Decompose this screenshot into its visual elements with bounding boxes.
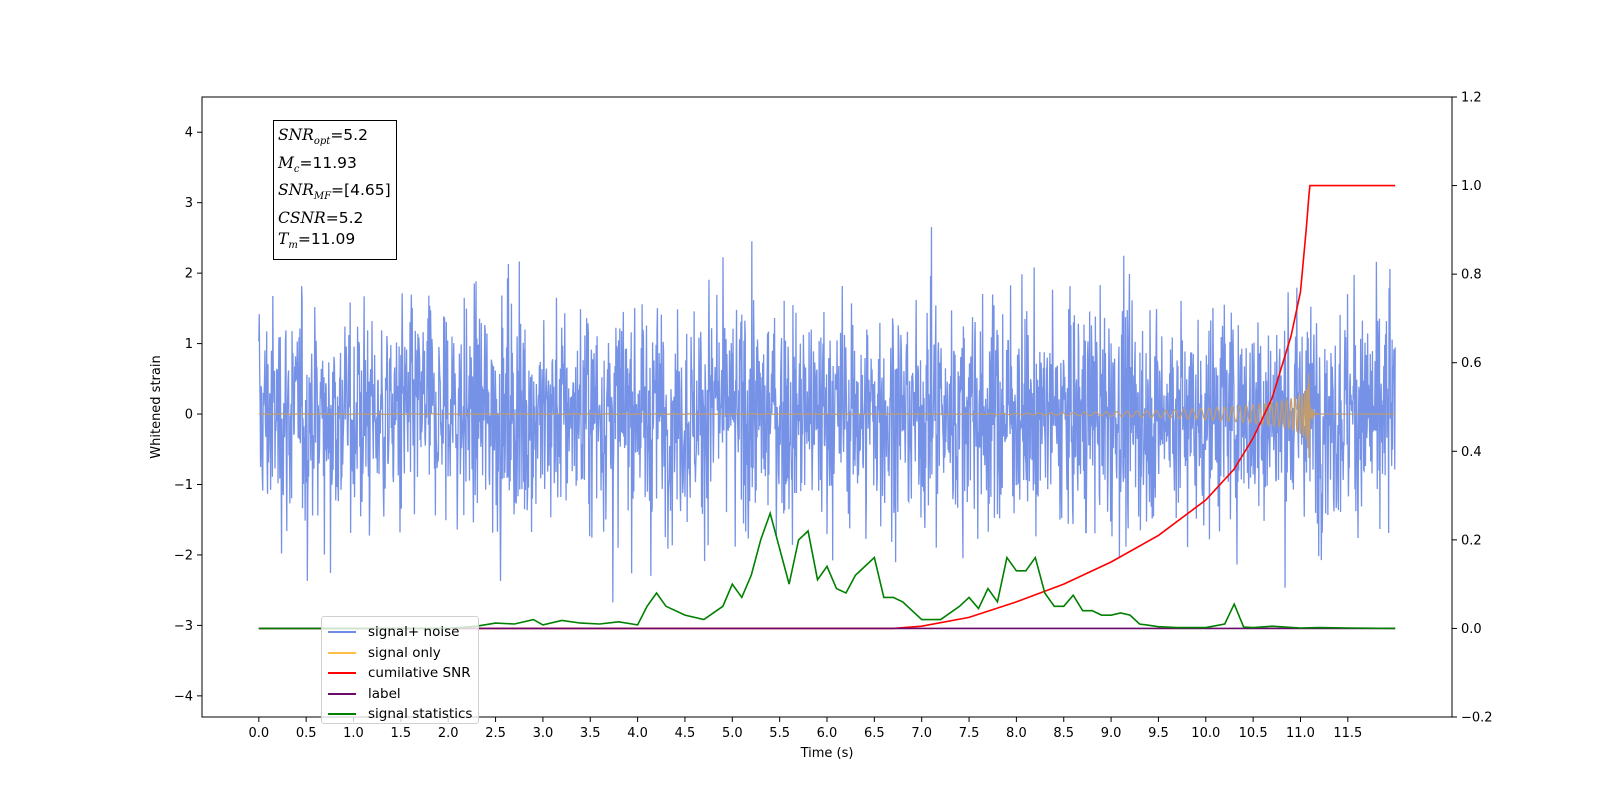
series-cumilative-snr-line <box>258 184 1396 630</box>
x-tick-label: 0.5 <box>296 726 317 741</box>
x-tick-label: 6.5 <box>864 726 885 741</box>
x-tick-label: 2.5 <box>485 726 506 741</box>
info-value: =11.09 <box>297 230 356 249</box>
x-tick-label: 5.0 <box>722 726 743 741</box>
x-tick-label: 7.5 <box>959 726 980 741</box>
series-signal-only-line <box>258 373 1396 459</box>
y-tick-label: −4 <box>174 689 193 704</box>
y2-tick-label: 0.0 <box>1461 622 1482 637</box>
legend-swatch <box>328 651 356 654</box>
info-subscript: MF <box>313 191 332 203</box>
x-tick-label: 1.0 <box>343 726 364 741</box>
x-tick-label: 6.0 <box>817 726 838 741</box>
y2-axis-ticks: −0.2 0.0 0.2 0.4 0.6 0.8 1.0 1.2 <box>1452 91 1493 726</box>
x-tick-label: 9.0 <box>1101 726 1122 741</box>
y2-tick-label: 0.8 <box>1461 268 1482 283</box>
x-tick-label: 0.0 <box>248 726 269 741</box>
info-box-line: SNRopt=5.2 <box>278 125 391 153</box>
info-subscript: opt <box>313 136 331 148</box>
info-key: M <box>278 153 294 172</box>
info-subscript: m <box>288 240 298 252</box>
y-tick-label: 4 <box>185 126 193 141</box>
series-signal-statistics-line <box>258 510 1396 630</box>
y-tick-label: −3 <box>174 619 193 634</box>
y2-tick-label: −0.2 <box>1461 711 1493 726</box>
x-tick-label: 11.5 <box>1333 726 1362 741</box>
info-key: SNR <box>278 181 314 200</box>
info-box-line: SNRMF=[4.65] <box>278 180 391 208</box>
y-axis-label: Whitened strain <box>149 355 164 458</box>
x-tick-label: 9.5 <box>1148 726 1169 741</box>
series-layer <box>258 184 1396 630</box>
legend-item: signal+ noise <box>328 623 459 641</box>
info-key: T <box>278 230 289 249</box>
y2-tick-label: 1.0 <box>1461 179 1482 194</box>
legend-swatch <box>328 631 356 633</box>
info-value: =5.2 <box>325 208 364 227</box>
y2-tick-label: 0.6 <box>1461 356 1482 371</box>
y2-tick-label: 0.4 <box>1461 445 1482 460</box>
legend-label: signal+ noise <box>368 624 460 640</box>
y-tick-label: −1 <box>174 478 193 493</box>
y-tick-label: 2 <box>185 267 193 282</box>
y-axis-ticks: −4 −3 −2 −1 0 1 2 3 4 <box>174 126 202 704</box>
x-tick-label: 10.0 <box>1191 726 1220 741</box>
y2-tick-label: 1.2 <box>1461 91 1482 106</box>
series-signal-noise-line <box>258 226 1396 603</box>
info-box: SNRopt=5.2 Mc=11.93 SNRMF=[4.65] CSNR=5.2 Tm… <box>273 120 397 260</box>
legend-swatch <box>328 672 356 674</box>
legend-item: signal statistics <box>328 705 472 723</box>
x-tick-label: 5.5 <box>769 726 790 741</box>
x-tick-label: 11.0 <box>1286 726 1315 741</box>
info-key: CSNR <box>278 208 326 227</box>
x-tick-label: 7.0 <box>911 726 932 741</box>
legend: signal+ noise signal only cumilative SNR la… <box>321 616 479 724</box>
x-tick-label: 8.0 <box>1006 726 1027 741</box>
info-value: =11.93 <box>299 153 357 172</box>
legend-label: cumilative SNR <box>368 665 471 681</box>
y-tick-label: 1 <box>185 337 193 352</box>
info-subscript: c <box>293 163 300 175</box>
info-key: SNR <box>278 126 314 144</box>
x-tick-label: 4.0 <box>627 726 648 741</box>
legend-label: signal statistics <box>368 706 473 722</box>
x-tick-label: 2.0 <box>438 726 459 741</box>
legend-swatch <box>328 713 356 715</box>
legend-item: cumilative SNR <box>328 664 471 682</box>
x-axis-ticks: 0.0 0.5 1.0 1.5 2.0 2.5 3.0 3.5 4.0 4.5 5.0 5.5 6.0 6… <box>248 717 1362 741</box>
legend-swatch <box>328 692 356 695</box>
info-box-line: Tm=11.09 <box>278 229 391 257</box>
x-tick-label: 10.5 <box>1239 726 1268 741</box>
info-value: =[4.65] <box>331 181 391 200</box>
legend-item: signal only <box>328 644 441 662</box>
x-tick-label: 3.0 <box>533 726 554 741</box>
legend-label: signal only <box>368 644 441 661</box>
y2-tick-label: 0.2 <box>1461 533 1482 548</box>
y-tick-label: 0 <box>185 408 193 423</box>
legend-label: label <box>368 685 401 702</box>
info-value: =5.2 <box>330 126 368 144</box>
info-box-line: CSNR=5.2 <box>278 208 391 230</box>
x-tick-label: 1.5 <box>391 726 412 741</box>
y-tick-label: −2 <box>174 548 193 563</box>
x-tick-label: 8.5 <box>1053 726 1074 741</box>
y-tick-label: 3 <box>185 196 193 211</box>
x-tick-label: 4.5 <box>675 726 696 741</box>
info-box-line: Mc=11.93 <box>278 153 391 181</box>
x-axis-label: Time (s) <box>800 746 854 761</box>
legend-item: label <box>328 685 401 703</box>
x-tick-label: 3.5 <box>580 726 601 741</box>
